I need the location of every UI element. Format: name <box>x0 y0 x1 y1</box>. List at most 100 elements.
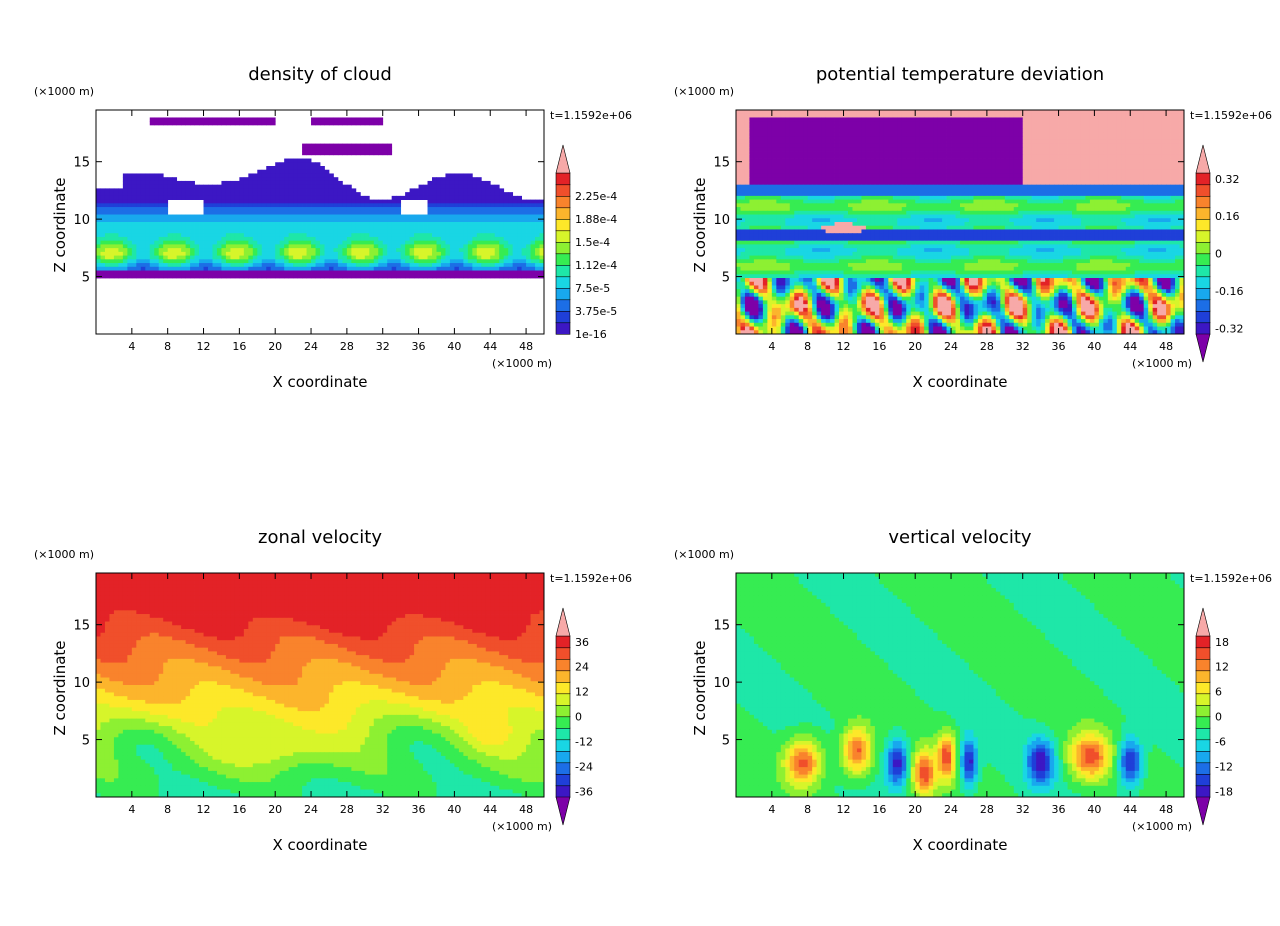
heatmap-cell <box>879 166 885 171</box>
heatmap-cell <box>1031 169 1037 174</box>
heatmap-cell <box>212 248 218 253</box>
heatmap-cell <box>293 166 298 171</box>
heatmap-cell <box>315 225 321 230</box>
heatmap-cell <box>472 263 478 268</box>
heatmap-cell <box>1166 132 1171 137</box>
heatmap-cell <box>387 207 393 212</box>
heatmap-cell <box>436 233 442 238</box>
heatmap-cell <box>1098 139 1104 144</box>
heatmap-cell <box>785 147 791 152</box>
heatmap-cell <box>995 121 1001 126</box>
heatmap-cell <box>382 240 388 245</box>
heatmap-cell <box>154 184 160 189</box>
heatmap-cell <box>140 248 146 253</box>
heatmap-cell <box>1161 184 1167 189</box>
heatmap-cell <box>1094 162 1100 167</box>
heatmap-cell <box>901 184 907 189</box>
heatmap-cell <box>1045 139 1050 144</box>
heatmap-cell <box>1094 136 1100 141</box>
heatmap-cell <box>463 192 469 197</box>
heatmap-cell <box>467 244 473 249</box>
heatmap-cell <box>539 251 545 256</box>
heatmap-cell <box>328 121 334 126</box>
heatmap-cell <box>221 259 227 264</box>
heatmap-cell <box>163 222 169 227</box>
heatmap-cell <box>364 222 370 227</box>
heatmap-cell <box>454 248 460 253</box>
heatmap-cell <box>995 124 1001 130</box>
heatmap-cell <box>960 124 965 130</box>
heatmap-cell <box>762 121 768 126</box>
heatmap-cell <box>167 184 173 189</box>
heatmap-cell <box>194 240 200 245</box>
heatmap-cell <box>212 266 218 271</box>
heatmap-cell <box>418 229 424 234</box>
heatmap-cell <box>785 121 791 126</box>
heatmap-cell <box>284 184 290 189</box>
heatmap-cell <box>968 136 974 141</box>
heatmap-cell <box>852 139 858 144</box>
heatmap-cell <box>1098 162 1104 167</box>
heatmap-cell <box>154 203 160 208</box>
heatmap-cell <box>387 274 393 279</box>
heatmap-cell <box>311 162 316 167</box>
heatmap-cell <box>234 210 240 215</box>
heatmap-cell <box>364 214 370 219</box>
heatmap-cell <box>369 274 375 279</box>
heatmap-cell <box>1107 121 1113 126</box>
heatmap-cell <box>172 259 178 264</box>
heatmap-cell <box>1067 188 1073 193</box>
heatmap-cell <box>843 139 849 144</box>
heatmap-cell <box>982 147 988 152</box>
heatmap-cell <box>131 251 137 256</box>
heatmap-cell <box>127 270 133 275</box>
heatmap-cell <box>539 210 545 215</box>
heatmap-cell <box>517 214 522 219</box>
heatmap-cell <box>360 270 366 275</box>
heatmap-cell <box>154 195 160 200</box>
heatmap-cell <box>1031 136 1037 141</box>
heatmap-cell <box>499 244 505 249</box>
heatmap-cell <box>208 270 213 275</box>
heatmap-cell <box>266 166 272 171</box>
heatmap-cell <box>960 169 965 174</box>
heatmap-cell <box>418 270 424 275</box>
heatmap-cell <box>405 233 410 238</box>
heatmap-cell <box>807 117 813 122</box>
heatmap-cell <box>346 218 352 223</box>
heatmap-cell <box>145 248 151 253</box>
heatmap-cell <box>1125 132 1131 137</box>
heatmap-cell <box>995 110 1001 115</box>
heatmap-cell <box>118 210 124 215</box>
heatmap-cell <box>476 240 482 245</box>
heatmap-cell <box>955 169 961 174</box>
heatmap-cell <box>212 121 218 126</box>
heatmap-cell <box>753 143 759 148</box>
heatmap-cell <box>794 162 800 167</box>
heatmap-cell <box>185 251 191 256</box>
heatmap-cell <box>910 110 916 115</box>
heatmap-cell <box>145 270 151 275</box>
heatmap-cell <box>870 147 876 152</box>
heatmap-cell <box>1116 184 1122 189</box>
heatmap-cell <box>203 184 209 189</box>
heatmap-cell <box>848 173 853 178</box>
heatmap-cell <box>364 207 370 212</box>
heatmap-cell <box>414 244 419 249</box>
heatmap-cell <box>293 248 298 253</box>
heatmap-cell <box>771 188 777 193</box>
heatmap-cell <box>946 121 952 126</box>
heatmap-cell <box>901 169 907 174</box>
heatmap-cell <box>1107 147 1113 152</box>
heatmap-cell <box>221 180 227 186</box>
heatmap-cell <box>512 259 518 264</box>
heatmap-cell <box>454 195 460 200</box>
heatmap-cell <box>1004 188 1010 193</box>
heatmap-cell <box>494 222 500 227</box>
heatmap-cell <box>1103 128 1109 133</box>
heatmap-cell <box>1036 110 1042 115</box>
heatmap-cell <box>221 270 227 275</box>
heatmap-cell <box>414 270 419 275</box>
heatmap-cell <box>1004 158 1010 163</box>
heatmap-cell <box>892 158 898 163</box>
